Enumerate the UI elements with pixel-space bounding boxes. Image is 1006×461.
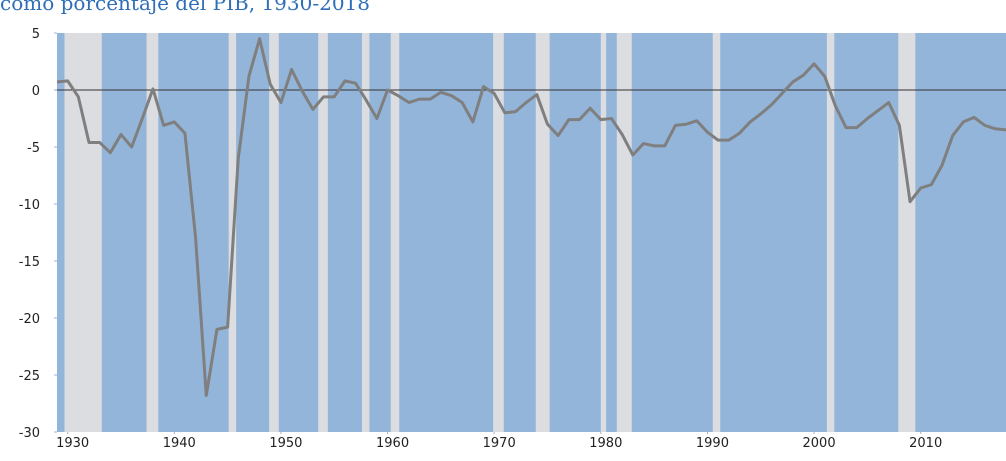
- recession-band: [269, 33, 279, 432]
- y-tick-label: -25: [19, 369, 40, 384]
- y-tick-label: 0: [32, 84, 40, 99]
- y-tick-label: -5: [27, 141, 40, 156]
- recession-band: [146, 33, 159, 432]
- data-line: [56, 37, 1006, 398]
- recession-band: [493, 33, 504, 432]
- recession-band: [712, 33, 721, 432]
- recession-band: [64, 33, 102, 432]
- y-tick-label: 5: [32, 27, 40, 42]
- x-tick-label: 1960: [376, 436, 409, 451]
- x-tick-label: 1970: [483, 436, 516, 451]
- recession-band: [826, 33, 835, 432]
- x-tick-label: 1990: [696, 436, 729, 451]
- x-tick-label: 1950: [269, 436, 302, 451]
- recession-band: [535, 33, 550, 432]
- recession-band: [898, 33, 916, 432]
- chart-title: como porcentaje del PIB, 1930-2018: [0, 0, 370, 15]
- x-tick-label: 2010: [909, 436, 942, 451]
- y-tick-label: -30: [19, 426, 40, 441]
- y-tick-label: -20: [19, 312, 40, 327]
- y-tick-label: -10: [19, 198, 40, 213]
- x-tick-label: 1980: [589, 436, 622, 451]
- recession-band: [600, 33, 607, 432]
- x-tick-label: 1940: [163, 436, 196, 451]
- x-tick-label: 1930: [56, 436, 89, 451]
- recession-band: [616, 33, 632, 432]
- x-tick-label: 2000: [803, 436, 836, 451]
- recession-band: [318, 33, 328, 432]
- y-tick-label: -15: [19, 255, 40, 270]
- recession-band: [390, 33, 400, 432]
- recession-band: [361, 33, 370, 432]
- plot-background: [57, 33, 1006, 432]
